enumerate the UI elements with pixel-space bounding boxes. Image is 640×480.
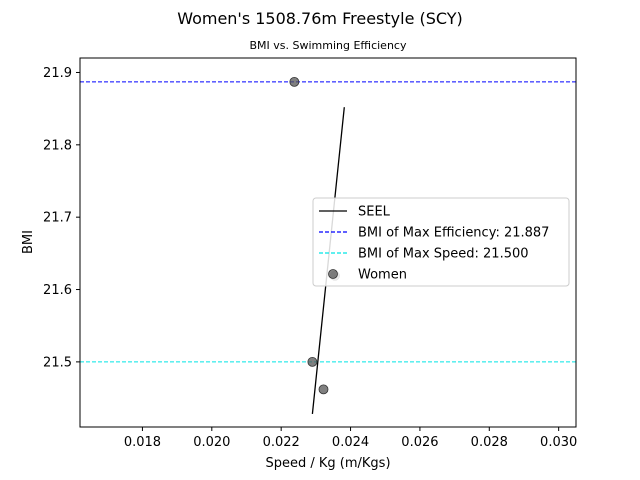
legend-label-max-efficiency: BMI of Max Efficiency: 21.887 [358,226,549,241]
legend-swatch-women [328,269,338,279]
x-tick-label-6: 0.030 [540,435,577,450]
plot-frame [79,57,577,428]
legend-label-max-speed: BMI of Max Speed: 21.500 [358,247,529,262]
y-tick-label-1: 21.6 [43,283,72,298]
x-axis: 0.018 0.020 0.022 0.024 0.026 0.028 0.030 [124,427,577,450]
data-point-women-0 [289,76,300,87]
x-tick-label-1: 0.020 [193,435,230,450]
x-tick-label-5: 0.028 [471,435,508,450]
x-tick-label-3: 0.024 [332,435,369,450]
legend-label-women: Women [358,268,407,283]
y-tick-label-2: 21.7 [43,211,72,226]
legend: SEEL BMI of Max Efficiency: 21.887 BMI o… [312,197,570,287]
y-axis: 21.5 21.6 21.7 21.8 21.9 [43,66,80,370]
x-tick-label-2: 0.022 [263,435,300,450]
x-tick-label-4: 0.026 [401,435,438,450]
y-tick-label-3: 21.8 [43,138,72,153]
y-tick-label-0: 21.5 [43,355,72,370]
legend-box [312,197,570,287]
x-tick-label-0: 0.018 [124,435,161,450]
data-point-women-3 [318,384,329,395]
y-tick-label-4: 21.9 [43,66,72,81]
legend-label-seel: SEEL [358,205,391,220]
x-axis-label: Speed / Kg (m/Kgs) [265,456,390,471]
chart-subtitle: BMI vs. Swimming Efficiency [250,39,407,52]
y-axis-label: BMI [21,230,36,254]
data-point-women-2 [307,356,318,367]
chart-title: Women's 1508.76m Freestyle (SCY) [177,9,463,28]
